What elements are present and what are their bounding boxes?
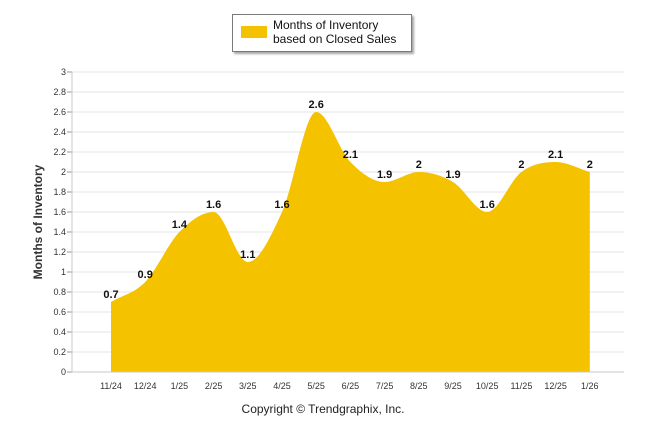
x-tick-label: 6/25 (342, 381, 360, 391)
data-label: 2.1 (548, 149, 563, 161)
y-tick-label: 2.8 (53, 87, 66, 97)
data-label: 2 (587, 159, 593, 171)
y-tick-label: 3 (61, 67, 66, 77)
y-tick-label: 1.4 (53, 227, 66, 237)
series-area-fill (111, 112, 590, 372)
series-area (111, 112, 590, 372)
x-tick-label: 4/25 (273, 381, 291, 391)
data-label: 2.6 (309, 99, 324, 111)
data-label: 2 (518, 159, 524, 171)
y-tick-label: 1.8 (53, 187, 66, 197)
x-tick-label: 11/24 (100, 381, 122, 391)
data-label: 2 (416, 159, 422, 171)
x-tick-label: 7/25 (376, 381, 394, 391)
y-tick-label: 1.2 (53, 247, 66, 257)
data-label: 0.7 (103, 289, 118, 301)
data-labels: 0.7 0.9 1.4 1.6 1.1 1.6 2.6 2.1 1.9 2 1.9 1.6 2 2.1 2 (103, 99, 593, 301)
y-tick-label: 0.4 (53, 327, 66, 337)
data-label: 1.6 (480, 199, 495, 211)
data-label: 0.9 (138, 269, 153, 281)
legend: Months of Inventory based on Closed Sale… (232, 14, 412, 52)
data-label: 1.9 (445, 169, 460, 181)
y-tick-label: 0.8 (53, 287, 66, 297)
y-tick-label: 0.2 (53, 347, 66, 357)
y-tick-label: 2.6 (53, 107, 66, 117)
x-tick-label: 12/24 (134, 381, 157, 391)
x-tick-label: 5/25 (307, 381, 325, 391)
y-tick-label: 1.6 (53, 207, 66, 217)
x-tick-label: 12/25 (544, 381, 567, 391)
y-tick-label: 2.2 (53, 147, 66, 157)
y-tick-label: 0 (61, 367, 66, 377)
y-tick-label: 0.6 (53, 307, 66, 317)
data-label: 1.6 (274, 199, 289, 211)
data-label: 1.6 (206, 199, 221, 211)
x-tick-label: 9/25 (444, 381, 462, 391)
legend-swatch (241, 26, 267, 38)
x-tick-label: 1/25 (171, 381, 189, 391)
x-tick-label: 8/25 (410, 381, 428, 391)
copyright-text: Copyright © Trendgraphix, Inc. (241, 402, 405, 416)
x-tick-label: 11/25 (510, 381, 532, 391)
y-tick-label: 2 (61, 167, 66, 177)
y-axis-title: Months of Inventory (31, 164, 45, 279)
x-tick-label: 1/26 (581, 381, 599, 391)
y-tick-label: 2.4 (53, 127, 66, 137)
data-label: 1.4 (172, 219, 188, 231)
y-tick-label: 1 (61, 267, 66, 277)
data-label: 2.1 (343, 149, 358, 161)
legend-label: Months of Inventory based on Closed Sale… (273, 18, 397, 46)
y-tick-labels: 0 0.2 0.4 0.6 0.8 1 1.2 1.4 1.6 1.8 2 2.2 2.4 2.6 2.8 3 (53, 67, 66, 377)
x-tick-label: 3/25 (239, 381, 257, 391)
x-tick-label: 10/25 (476, 381, 499, 391)
data-label: 1.9 (377, 169, 392, 181)
axes (71, 72, 624, 373)
data-label: 1.1 (240, 249, 255, 261)
x-tick-label: 2/25 (205, 381, 223, 391)
x-tick-labels: 11/24 12/24 1/25 2/25 3/25 4/25 5/25 6/25 7/25 8/… (100, 381, 598, 391)
